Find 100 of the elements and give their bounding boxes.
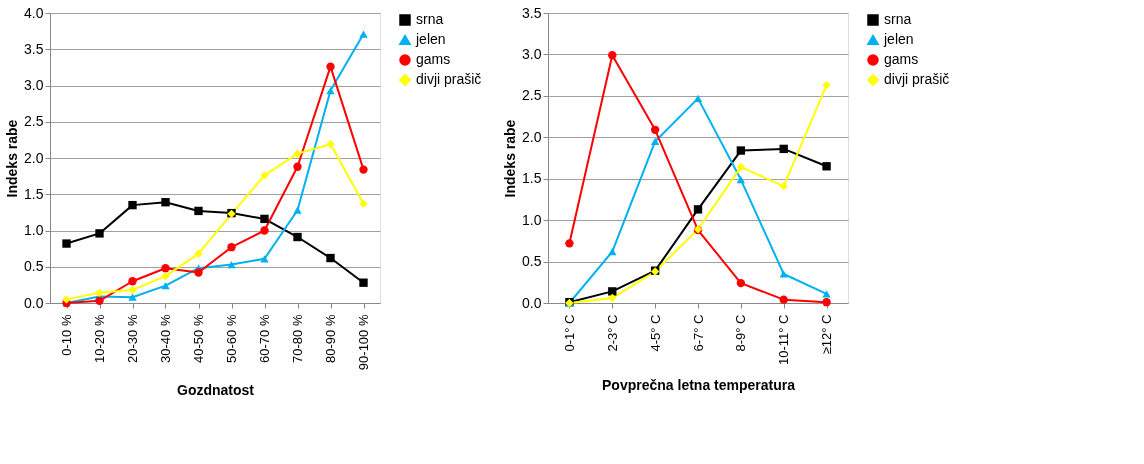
y-tick-label: 2.0	[24, 149, 44, 166]
point	[260, 226, 269, 235]
x-tick-label: 8-9° C	[733, 314, 749, 352]
x-tick-label: 0-10 %	[59, 314, 74, 356]
point	[779, 144, 788, 154]
point	[693, 94, 703, 102]
point	[194, 249, 203, 258]
point	[822, 290, 831, 298]
point	[128, 277, 137, 286]
legend-label: jelen	[883, 31, 914, 47]
y-tick-label: 1.5	[24, 185, 44, 202]
point	[779, 270, 788, 278]
x-tick-label: 90-100 %	[356, 314, 371, 371]
point	[161, 264, 170, 273]
point	[736, 278, 746, 288]
point	[95, 229, 104, 238]
point	[565, 239, 574, 248]
x-tick-label: 4-5° C	[647, 314, 663, 352]
y-tick-label: 2.5	[24, 113, 44, 130]
point	[161, 281, 170, 290]
x-tick-label: 70-80 %	[290, 314, 305, 363]
point	[227, 260, 236, 269]
x-tick-label: 60-70 %	[257, 314, 272, 363]
point	[260, 214, 269, 224]
y-tick-label: 0.0	[522, 294, 542, 311]
point	[326, 253, 335, 263]
point	[736, 175, 746, 184]
point	[161, 271, 170, 281]
point	[293, 149, 302, 158]
point	[359, 199, 368, 208]
point	[822, 80, 831, 90]
point	[326, 86, 335, 95]
x-axis-title: Povprečna letna temperatura	[602, 376, 796, 393]
point	[95, 296, 104, 305]
point	[227, 243, 236, 252]
y-axis-title: Indeks rabe	[4, 119, 21, 198]
point	[779, 181, 788, 191]
point	[62, 239, 71, 248]
y-tick-label: 2.0	[522, 128, 542, 145]
point	[326, 140, 335, 149]
y-tick-label: 1.5	[522, 170, 542, 187]
y-tick-label: 0.5	[24, 258, 44, 275]
legend-label: divji prašič	[416, 71, 482, 87]
y-tick-label: 4.0	[24, 4, 44, 21]
point	[608, 287, 617, 296]
legend-label: srna	[416, 11, 444, 27]
x-tick-label: 10-20 %	[92, 314, 107, 363]
point	[779, 295, 788, 304]
x-tick-label: 6-7° C	[690, 314, 706, 352]
point	[95, 288, 104, 298]
y-tick-label: 1.0	[522, 211, 542, 228]
point	[62, 295, 71, 304]
point	[128, 285, 137, 295]
y-tick-label: 3.0	[24, 77, 44, 93]
y-tick-label: 3.5	[24, 40, 44, 57]
point	[822, 298, 831, 307]
point	[161, 198, 170, 207]
point	[260, 255, 269, 263]
y-axis-title: Indeks rabe	[502, 119, 519, 198]
point	[359, 278, 368, 287]
point	[736, 162, 746, 172]
point	[260, 171, 269, 180]
x-tick-label: 20-30 %	[125, 314, 140, 363]
y-tick-label: 2.5	[522, 87, 542, 104]
point	[693, 205, 703, 214]
legend-label: gams	[416, 51, 451, 67]
x-tick-label: 2-3° C	[604, 314, 620, 352]
x-tick-label: 10-11° C	[776, 314, 792, 365]
x-tick-label: 40-50 %	[191, 314, 206, 363]
x-tick-label: 30-40 %	[158, 314, 173, 363]
legend-label: jelen	[415, 31, 446, 47]
x-tick-label: 0-1° C	[561, 314, 577, 352]
point	[326, 62, 335, 71]
point	[736, 146, 746, 155]
x-tick-label: 80-90 %	[323, 314, 338, 363]
x-axis-title: Gozdnatost	[177, 382, 255, 399]
point	[608, 248, 617, 256]
point	[608, 293, 617, 303]
point	[128, 200, 137, 210]
legend-label: gams	[884, 51, 919, 67]
point	[194, 206, 203, 216]
point	[293, 162, 302, 171]
point	[293, 206, 302, 214]
point	[359, 165, 368, 174]
y-tick-label: 0.0	[24, 294, 44, 311]
y-tick-label: 3.5	[522, 4, 542, 21]
x-tick-label: 50-60 %	[224, 314, 239, 363]
point	[194, 268, 203, 277]
point	[608, 51, 617, 60]
point	[650, 137, 660, 146]
y-tick-label: 3.0	[522, 45, 542, 62]
point	[128, 293, 137, 301]
point	[650, 125, 660, 134]
y-tick-label: 1.0	[24, 222, 44, 238]
legend-label: divji prašič	[884, 71, 950, 87]
legend-label: srna	[884, 11, 912, 27]
point	[293, 232, 302, 242]
y-tick-label: 0.5	[522, 253, 542, 270]
point	[359, 30, 368, 38]
x-tick-label: ≥12° C	[819, 314, 835, 355]
